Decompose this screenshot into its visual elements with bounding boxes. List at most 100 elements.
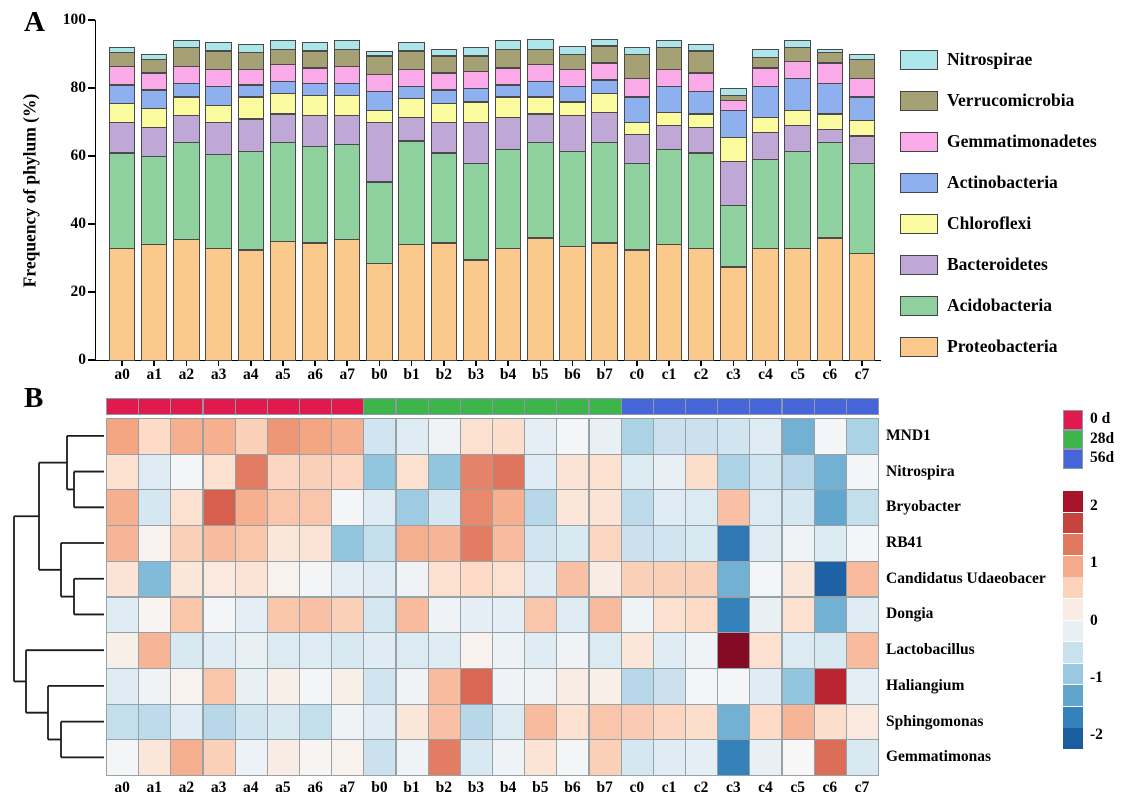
bar-segment-chloroflexi (301, 94, 329, 116)
heatmap-cell (813, 596, 847, 634)
heatmap-row-label: Dongia (886, 605, 934, 623)
x-category-label: b5 (532, 365, 549, 383)
heatmap-cell (427, 525, 461, 562)
group-strip-cell (749, 398, 783, 415)
y-tick-label: 80 (70, 79, 87, 96)
heatmap-cell (170, 453, 204, 491)
legend-label: Actinobacteria (947, 172, 1058, 192)
heatmap-cell (813, 632, 847, 669)
heatmap-cell (138, 632, 172, 669)
heatmap-cell (492, 668, 526, 705)
y-axis-title: Frequency of phylum (%) (19, 93, 40, 288)
x-tick (153, 361, 156, 366)
bar-segment-nitrospirae (430, 48, 457, 57)
heatmap-cell (781, 739, 815, 777)
heatmap-cell (813, 525, 847, 562)
heatmap-cell (459, 560, 493, 598)
heatmap-cell (170, 632, 204, 669)
bar-segment-acidobacteria (237, 150, 264, 251)
heatmap-cell (588, 703, 622, 741)
bar-segment-chloroflexi (527, 96, 554, 115)
bar-segment-acidobacteria (398, 140, 425, 246)
bar-segment-nitrospirae (687, 43, 715, 52)
bar-segment-chloroflexi (720, 137, 747, 162)
group-legend-swatch (1063, 429, 1083, 449)
bar-segment-verrucomicrobia (559, 54, 586, 71)
bar-segment-bacteroidetes (398, 116, 425, 142)
bar-segment-nitrospirae (591, 38, 618, 47)
bar-segment-chloroflexi (559, 101, 586, 116)
bar-segment-bacteroidetes (430, 122, 457, 154)
heatmap-cell (524, 525, 558, 562)
x-tick (314, 361, 316, 366)
heatmap-cell (170, 668, 204, 705)
x-category-label: a0 (114, 365, 130, 383)
colorbar-band (1063, 534, 1083, 555)
x-category-label: a5 (275, 365, 291, 383)
bar-segment-bacteroidetes (366, 122, 393, 183)
bar-segment-proteobacteria (141, 244, 168, 361)
bar-segment-chloroflexi (430, 103, 457, 123)
heatmap-cell (749, 668, 783, 705)
bar-segment-bacteroidetes (559, 115, 586, 152)
x-tick (732, 361, 735, 366)
heatmap-cell (363, 525, 397, 562)
bar-segment-verrucomicrobia (398, 50, 425, 71)
heatmap-cell (652, 739, 686, 777)
bar-segment-verrucomicrobia (752, 57, 779, 69)
bar-segment-verrucomicrobia (816, 52, 844, 64)
heatmap-cell (170, 596, 204, 634)
bar-segment-actinobacteria (301, 82, 329, 96)
heatmap-cell (202, 668, 236, 705)
bar-segment-verrucomicrobia (205, 50, 232, 71)
heatmap-cell (170, 739, 204, 777)
bar-segment-acidobacteria (655, 149, 683, 246)
bar-segment-acidobacteria (752, 159, 779, 249)
colorbar-band (1063, 728, 1083, 750)
heatmap-cell (234, 739, 268, 777)
heatmap-row-label: Bryobacter (886, 498, 961, 516)
bar-segment-bacteroidetes (205, 122, 232, 156)
bar-segment-actinobacteria (784, 77, 811, 111)
heatmap-cell (138, 489, 172, 527)
group-strip-cell (427, 398, 461, 415)
heatmap-cell (620, 418, 654, 455)
heatmap-cell (845, 668, 879, 705)
x-category-label: b4 (499, 365, 517, 383)
heatmap-cell (749, 525, 783, 562)
heatmap-cell (717, 418, 751, 455)
heatmap-cell (492, 703, 526, 741)
bar-segment-acidobacteria (301, 145, 329, 244)
bar-segment-gemmatimonadetes (784, 60, 811, 79)
heatmap-column-label: c4 (758, 779, 773, 796)
bar-segment-verrucomicrobia (655, 47, 683, 71)
colorbar-band (1063, 706, 1083, 728)
x-category-label: a3 (210, 365, 227, 383)
bar-segment-acidobacteria (108, 152, 136, 249)
heatmap-cell (106, 525, 140, 562)
legend-swatch-actinobacteria (900, 173, 938, 193)
heatmap-cell (170, 525, 204, 562)
heatmap-cell (781, 453, 815, 491)
y-tick-label: 100 (62, 11, 86, 28)
y-tick-label: 40 (70, 215, 87, 232)
bar-segment-actinobacteria (173, 82, 200, 98)
bar-segment-verrucomicrobia (237, 52, 264, 71)
x-category-label: a4 (243, 365, 259, 383)
x-category-label: a2 (178, 365, 195, 383)
heatmap-cell (749, 560, 783, 598)
heatmap-row-label: MND1 (886, 426, 931, 444)
colorbar-tick-label: -2 (1090, 725, 1103, 743)
bar-segment-acidobacteria (816, 142, 844, 239)
bar-segment-actinobacteria (269, 81, 297, 94)
heatmap-cell (717, 703, 751, 741)
heatmap-cell (652, 560, 686, 598)
heatmap-cell (331, 703, 365, 741)
x-tick (764, 361, 767, 366)
heatmap-cell (845, 418, 879, 455)
x-tick (636, 361, 638, 366)
bar-segment-proteobacteria (301, 242, 329, 361)
group-strip-cell (459, 398, 493, 415)
heatmap-cell (749, 596, 783, 634)
group-strip-cell (202, 398, 236, 415)
